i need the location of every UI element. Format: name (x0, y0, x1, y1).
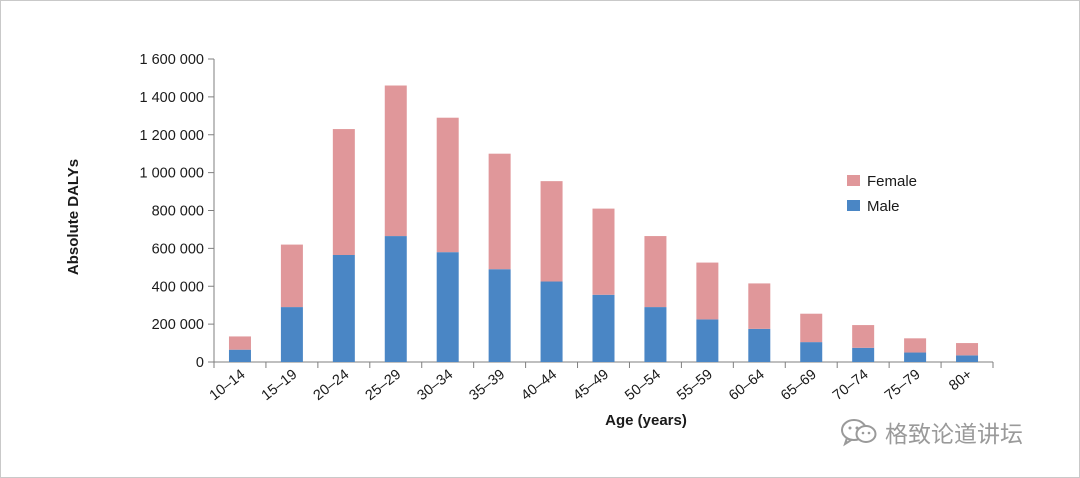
x-tick-label: 55–59 (674, 367, 716, 404)
bar-male (280, 307, 303, 362)
bars (228, 85, 979, 362)
legend-swatch-male (847, 200, 860, 211)
x-tick-label: 20–24 (311, 367, 353, 404)
bar-female (748, 283, 771, 329)
x-axis-title: Age (years) (605, 412, 687, 429)
x-tick-label: 30–34 (415, 367, 457, 404)
wechat-icon (841, 419, 877, 447)
y-axis-title: Absolute DALYs (65, 159, 82, 275)
bar-male (800, 342, 823, 362)
watermark-text: 格致论道讲坛 (885, 422, 1023, 448)
bar-male (592, 294, 615, 362)
x-tick-label: 25–29 (363, 367, 405, 404)
y-tick-label: 0 (196, 355, 204, 371)
x-tick-label: 70–74 (830, 367, 872, 404)
x-tick-label: 45–49 (570, 367, 612, 404)
bar-male (644, 307, 667, 362)
bar-female (280, 244, 303, 308)
bar-female (228, 336, 251, 350)
x-tick-label: 10–14 (207, 367, 249, 404)
bar-female (488, 153, 511, 270)
bar-female (644, 236, 667, 308)
legend: Female Male (847, 173, 917, 215)
bar-male (852, 347, 875, 362)
bar-female (436, 117, 459, 253)
bar-male (436, 252, 459, 362)
y-tick-label: 1 600 000 (139, 52, 204, 68)
watermark: 格致论道讲坛 (839, 415, 1023, 449)
y-tick-label: 1 400 000 (139, 90, 204, 106)
y-tick-label: 1 000 000 (139, 166, 204, 182)
y-axis: 0 200 000 400 000 600 000 800 000 1 000 000 1 … (139, 52, 215, 371)
x-tick-label: 40–44 (518, 367, 560, 404)
x-tick-label: 15–19 (259, 367, 301, 404)
y-tick-label: 800 000 (152, 204, 204, 220)
bar-female (696, 262, 719, 320)
legend-swatch-female (847, 175, 860, 186)
y-tick-label: 400 000 (152, 279, 204, 295)
x-tick-label: 75–79 (882, 367, 924, 404)
bar-male (332, 255, 355, 362)
bar-female (384, 85, 407, 237)
bar-male (384, 236, 407, 362)
x-tick-label: 50–54 (622, 367, 664, 404)
bar-female (852, 325, 875, 348)
bar-female (332, 129, 355, 256)
y-tick-label: 1 200 000 (139, 128, 204, 144)
x-tick-label: 80+ (946, 367, 975, 395)
legend-label-female: Female (867, 173, 917, 190)
bar-male (540, 281, 563, 362)
bar-male (904, 352, 927, 362)
bar-male (748, 328, 771, 362)
x-tick-label: 60–64 (726, 367, 768, 404)
bar-male (488, 269, 511, 362)
bar-male (228, 349, 251, 362)
bar-male (956, 355, 979, 362)
bar-female (956, 343, 979, 356)
x-axis: 10–14 15–19 20–24 25–29 30–34 35–39 40–44 45–49… (207, 361, 994, 404)
bar-female (540, 181, 563, 282)
x-tick-label: 65–69 (778, 367, 820, 404)
x-tick-label: 35–39 (466, 367, 508, 404)
bar-female (592, 208, 615, 295)
y-tick-label: 600 000 (152, 241, 204, 257)
bar-female (800, 313, 823, 343)
legend-label-male: Male (867, 198, 900, 215)
bar-male (696, 319, 719, 362)
y-tick-label: 200 000 (152, 317, 204, 333)
bar-female (904, 338, 927, 353)
